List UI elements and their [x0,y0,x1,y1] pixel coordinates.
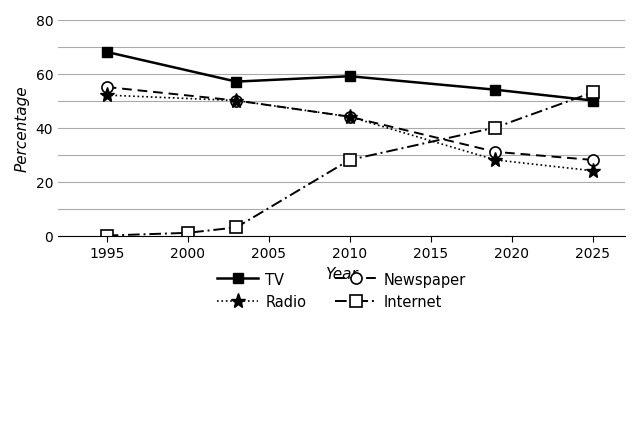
Line: Newspaper: Newspaper [101,82,598,166]
Radio [346,115,353,120]
Line: Internet: Internet [101,88,598,242]
Internet [492,126,499,131]
Radio [589,169,596,174]
Legend: TV, Radio, Newspaper, Internet: TV, Radio, Newspaper, Internet [211,266,472,315]
Internet [103,233,111,239]
X-axis label: Year: Year [325,266,358,281]
TV [492,88,499,93]
Line: TV: TV [102,48,598,106]
Newspaper [589,158,596,163]
Internet [346,158,353,163]
Newspaper [103,85,111,90]
Radio [232,99,240,104]
Internet [589,91,596,96]
Newspaper [492,150,499,155]
Newspaper [346,115,353,120]
Internet [232,225,240,230]
Internet [184,231,191,236]
TV [589,99,596,104]
Newspaper [232,99,240,104]
Radio [103,93,111,98]
Y-axis label: Percentage: Percentage [15,85,30,171]
Line: Radio: Radio [99,88,600,179]
TV [103,50,111,55]
TV [346,75,353,80]
TV [232,80,240,85]
Radio [492,158,499,163]
